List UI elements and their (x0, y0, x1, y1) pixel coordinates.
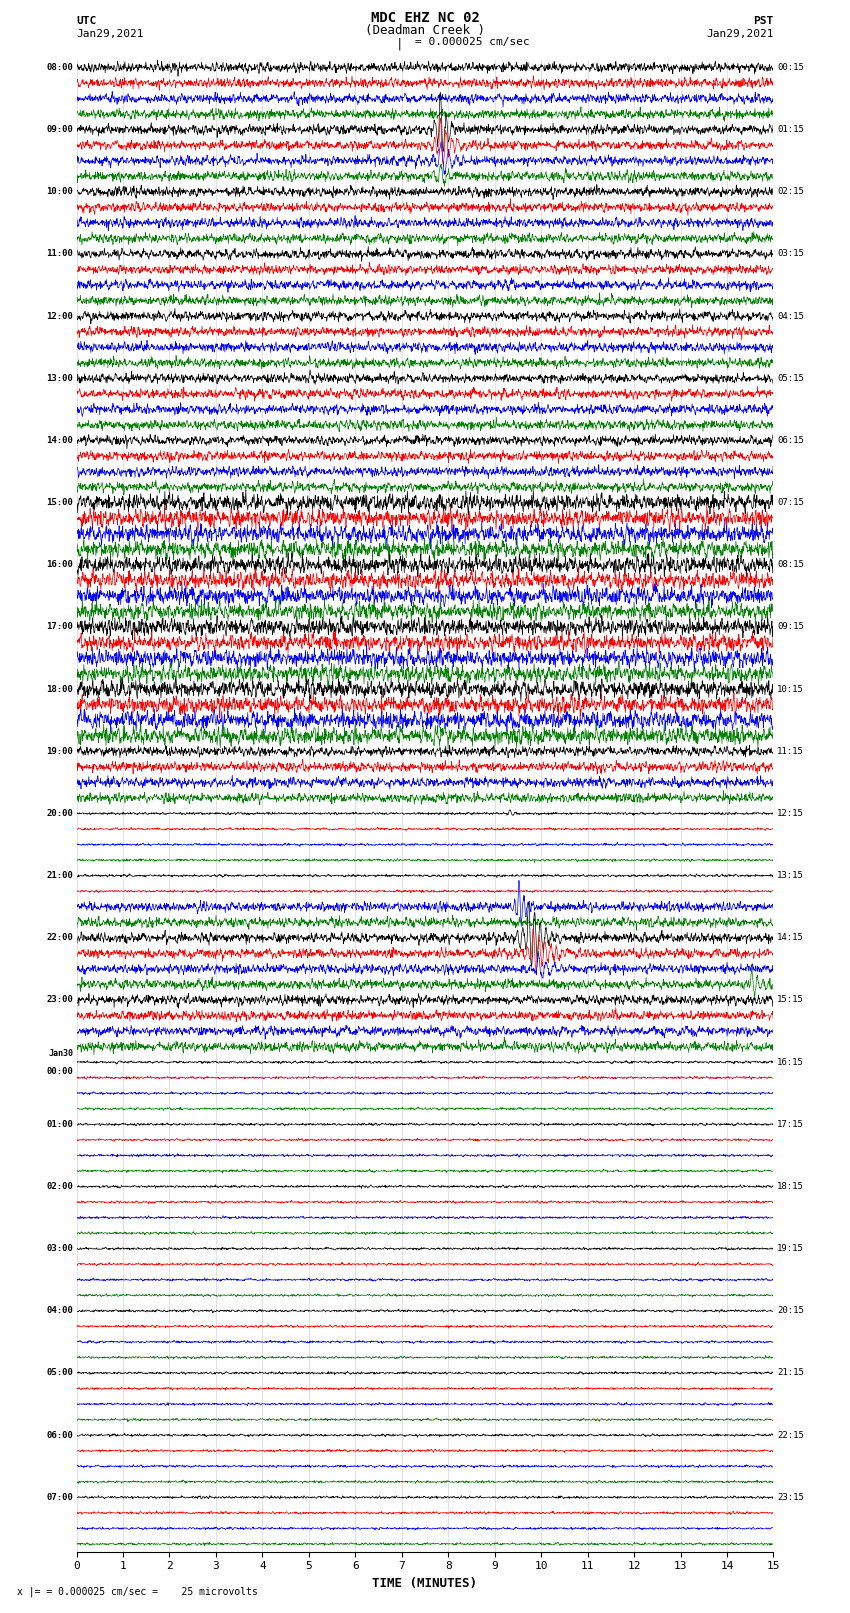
Text: 05:15: 05:15 (777, 374, 804, 382)
Text: 15:15: 15:15 (777, 995, 804, 1005)
Text: |: | (396, 37, 403, 50)
X-axis label: TIME (MINUTES): TIME (MINUTES) (372, 1578, 478, 1590)
Text: 16:15: 16:15 (777, 1058, 804, 1066)
Text: 04:00: 04:00 (46, 1307, 73, 1315)
Text: 03:15: 03:15 (777, 250, 804, 258)
Text: 07:00: 07:00 (46, 1492, 73, 1502)
Text: 17:15: 17:15 (777, 1119, 804, 1129)
Text: 13:00: 13:00 (46, 374, 73, 382)
Text: 14:00: 14:00 (46, 436, 73, 445)
Text: 21:15: 21:15 (777, 1368, 804, 1378)
Text: 01:15: 01:15 (777, 126, 804, 134)
Text: 12:00: 12:00 (46, 311, 73, 321)
Text: 18:00: 18:00 (46, 684, 73, 694)
Text: 16:00: 16:00 (46, 560, 73, 569)
Text: 20:00: 20:00 (46, 810, 73, 818)
Text: 21:00: 21:00 (46, 871, 73, 881)
Text: 07:15: 07:15 (777, 498, 804, 506)
Text: PST: PST (753, 16, 774, 26)
Text: 06:15: 06:15 (777, 436, 804, 445)
Text: UTC: UTC (76, 16, 97, 26)
Text: 23:00: 23:00 (46, 995, 73, 1005)
Text: 08:00: 08:00 (46, 63, 73, 73)
Text: 06:00: 06:00 (46, 1431, 73, 1440)
Text: 20:15: 20:15 (777, 1307, 804, 1315)
Text: 22:00: 22:00 (46, 934, 73, 942)
Text: MDC EHZ NC 02: MDC EHZ NC 02 (371, 11, 479, 26)
Text: 11:00: 11:00 (46, 250, 73, 258)
Text: x |= = 0.000025 cm/sec =    25 microvolts: x |= = 0.000025 cm/sec = 25 microvolts (17, 1586, 258, 1597)
Text: 17:00: 17:00 (46, 623, 73, 631)
Text: 08:15: 08:15 (777, 560, 804, 569)
Text: 05:00: 05:00 (46, 1368, 73, 1378)
Text: (Deadman Creek ): (Deadman Creek ) (365, 24, 485, 37)
Text: 15:00: 15:00 (46, 498, 73, 506)
Text: 00:00: 00:00 (46, 1066, 73, 1076)
Text: Jan29,2021: Jan29,2021 (706, 29, 774, 39)
Text: 04:15: 04:15 (777, 311, 804, 321)
Text: 22:15: 22:15 (777, 1431, 804, 1440)
Text: 00:15: 00:15 (777, 63, 804, 73)
Text: Jan30: Jan30 (48, 1048, 73, 1058)
Text: 13:15: 13:15 (777, 871, 804, 881)
Text: 09:15: 09:15 (777, 623, 804, 631)
Text: 10:00: 10:00 (46, 187, 73, 197)
Text: 23:15: 23:15 (777, 1492, 804, 1502)
Text: 14:15: 14:15 (777, 934, 804, 942)
Text: 19:15: 19:15 (777, 1244, 804, 1253)
Text: 01:00: 01:00 (46, 1119, 73, 1129)
Text: 19:00: 19:00 (46, 747, 73, 756)
Text: 03:00: 03:00 (46, 1244, 73, 1253)
Text: 02:00: 02:00 (46, 1182, 73, 1190)
Text: 02:15: 02:15 (777, 187, 804, 197)
Text: 09:00: 09:00 (46, 126, 73, 134)
Text: Jan29,2021: Jan29,2021 (76, 29, 144, 39)
Text: 18:15: 18:15 (777, 1182, 804, 1190)
Text: 12:15: 12:15 (777, 810, 804, 818)
Text: 10:15: 10:15 (777, 684, 804, 694)
Text: 11:15: 11:15 (777, 747, 804, 756)
Text: = 0.000025 cm/sec: = 0.000025 cm/sec (415, 37, 530, 47)
